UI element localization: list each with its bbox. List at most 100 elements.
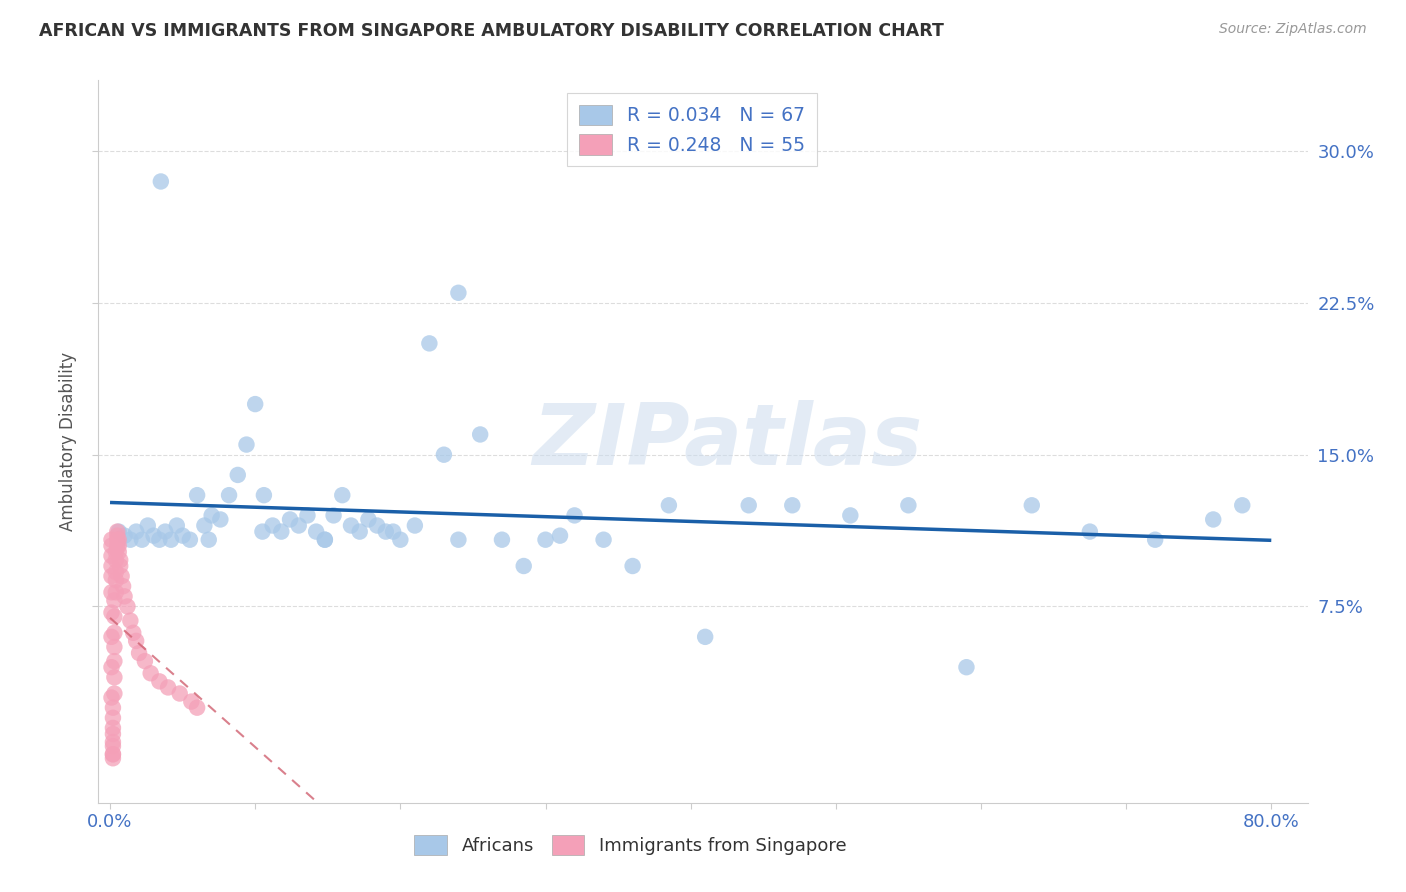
Point — [1144, 533, 1167, 547]
Point — [470, 427, 492, 442]
Point — [100, 559, 122, 574]
Point — [314, 533, 336, 547]
Point — [128, 646, 150, 660]
Point — [278, 512, 301, 526]
Point — [366, 518, 388, 533]
Point — [100, 569, 122, 583]
Point — [100, 606, 122, 620]
Point — [297, 508, 319, 523]
Point — [330, 488, 353, 502]
Point — [112, 579, 135, 593]
Point — [108, 559, 131, 574]
Point — [447, 285, 470, 300]
Point — [169, 686, 191, 700]
Point — [186, 488, 208, 502]
Point — [125, 524, 148, 539]
Point — [245, 397, 267, 411]
Point — [105, 524, 128, 539]
Point — [180, 695, 202, 709]
Point — [305, 524, 328, 539]
Point — [101, 735, 124, 749]
Point — [103, 670, 125, 684]
Point — [374, 524, 396, 539]
Point — [120, 533, 142, 547]
Point — [104, 565, 127, 579]
Point — [252, 524, 274, 539]
Y-axis label: Ambulatory Disability: Ambulatory Disability — [59, 352, 77, 531]
Point — [433, 448, 456, 462]
Point — [534, 533, 557, 547]
Point — [104, 545, 127, 559]
Point — [1202, 512, 1225, 526]
Point — [172, 529, 194, 543]
Point — [103, 625, 125, 640]
Point — [107, 524, 129, 539]
Point — [100, 690, 122, 705]
Point — [122, 625, 145, 640]
Point — [166, 518, 188, 533]
Point — [262, 518, 284, 533]
Point — [107, 545, 129, 559]
Point — [564, 508, 586, 523]
Point — [105, 529, 128, 543]
Point — [101, 727, 124, 741]
Point — [621, 559, 644, 574]
Point — [100, 533, 122, 547]
Point — [104, 573, 127, 587]
Point — [139, 666, 162, 681]
Point — [157, 681, 180, 695]
Point — [103, 654, 125, 668]
Point — [839, 508, 862, 523]
Point — [125, 633, 148, 648]
Point — [357, 512, 380, 526]
Point — [780, 498, 803, 512]
Point — [107, 539, 129, 553]
Point — [193, 518, 215, 533]
Text: ZIPatlas: ZIPatlas — [531, 400, 922, 483]
Point — [148, 533, 170, 547]
Point — [101, 747, 124, 762]
Point — [105, 533, 128, 547]
Point — [235, 437, 257, 451]
Point — [100, 660, 122, 674]
Point — [149, 174, 172, 188]
Point — [103, 609, 125, 624]
Point — [491, 533, 513, 547]
Point — [105, 539, 128, 553]
Point — [107, 533, 129, 547]
Point — [100, 585, 122, 599]
Point — [101, 751, 124, 765]
Text: Source: ZipAtlas.com: Source: ZipAtlas.com — [1219, 22, 1367, 37]
Point — [186, 700, 208, 714]
Point — [512, 559, 534, 574]
Point — [314, 533, 336, 547]
Point — [117, 599, 139, 614]
Point — [100, 539, 122, 553]
Point — [101, 747, 124, 762]
Point — [349, 524, 371, 539]
Point — [1021, 498, 1043, 512]
Point — [253, 488, 276, 502]
Point — [114, 529, 136, 543]
Point — [389, 533, 412, 547]
Point — [404, 518, 426, 533]
Point — [131, 533, 153, 547]
Point — [100, 630, 122, 644]
Point — [101, 721, 124, 735]
Point — [270, 524, 292, 539]
Point — [226, 467, 249, 482]
Point — [955, 660, 977, 674]
Point — [104, 585, 127, 599]
Point — [287, 518, 309, 533]
Point — [738, 498, 761, 512]
Point — [101, 739, 124, 753]
Text: AFRICAN VS IMMIGRANTS FROM SINGAPORE AMBULATORY DISABILITY CORRELATION CHART: AFRICAN VS IMMIGRANTS FROM SINGAPORE AMB… — [39, 22, 945, 40]
Point — [447, 533, 470, 547]
Point — [548, 529, 571, 543]
Point — [418, 336, 440, 351]
Point — [218, 488, 240, 502]
Point — [897, 498, 920, 512]
Point — [111, 569, 134, 583]
Point — [695, 630, 717, 644]
Point — [382, 524, 405, 539]
